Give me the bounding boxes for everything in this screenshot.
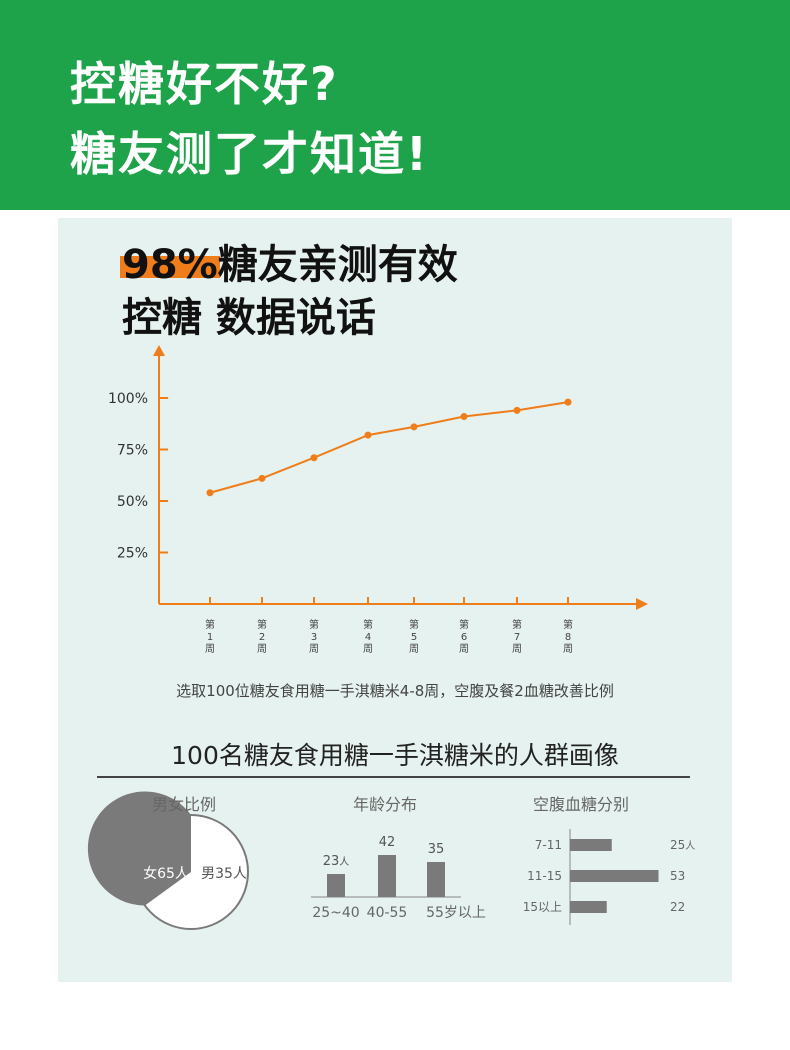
data-point — [258, 474, 266, 482]
page-title-line-2: 控糖 数据说话 — [122, 295, 376, 341]
data-point — [460, 413, 468, 421]
glucose-category-label: 7-11 — [535, 838, 562, 852]
glucose-bar — [570, 870, 659, 882]
y-axis-arrow — [153, 345, 165, 356]
section-title: 100名糖友食用糖一手淇糖米的人群画像 — [171, 741, 619, 770]
data-point — [206, 489, 214, 497]
age-bar-value: 23人 — [323, 854, 350, 869]
age-category-label: 25~40 — [312, 905, 359, 921]
glucose-bar-value: 22 — [670, 900, 685, 914]
data-point — [410, 423, 418, 431]
pie-label-male: 男35人 — [201, 866, 247, 882]
gender-chart-title: 男女比例 — [152, 795, 217, 814]
header-line-1: 控糖好不好? — [70, 57, 339, 111]
pie-label-female: 女65人 — [143, 865, 189, 882]
data-point — [513, 406, 521, 414]
age-bar — [327, 874, 345, 897]
glucose-bar — [570, 839, 612, 851]
glucose-bar-value: 53 — [670, 869, 685, 883]
age-chart-title: 年龄分布 — [353, 795, 418, 814]
pie-slice-female — [87, 791, 191, 906]
section-divider — [97, 776, 690, 778]
page-title-line-1: 98%糖友亲测有效 — [122, 242, 458, 288]
header-line-2: 糖友测了才知道! — [70, 127, 429, 181]
chart-note: 选取100位糖友食用糖一手淇糖米4-8周，空腹及餐2血糖改善比例 — [176, 682, 614, 700]
y-tick-label: 100% — [108, 391, 148, 407]
title-highlight-bar — [120, 256, 220, 278]
glucose-bar-value: 25人 — [670, 838, 695, 852]
glucose-chart-title: 空腹血糖分别 — [533, 795, 630, 814]
y-tick-label: 50% — [117, 494, 148, 510]
age-bar-value: 35 — [428, 842, 445, 857]
glucose-bar — [570, 901, 607, 913]
glucose-category-label: 11-15 — [527, 869, 562, 883]
header-banner: 控糖好不好? 糖友测了才知道! — [0, 0, 790, 210]
age-category-label: 40-55 — [367, 905, 408, 921]
data-point — [564, 398, 572, 406]
age-bar-value: 42 — [379, 835, 396, 850]
series-line — [209, 401, 569, 494]
age-bar — [378, 855, 396, 897]
y-tick-label: 25% — [117, 546, 148, 562]
age-bar — [427, 862, 445, 897]
y-tick-label: 75% — [117, 443, 148, 459]
data-point — [364, 431, 372, 439]
glucose-category-label: 15以上 — [523, 900, 562, 914]
data-point — [310, 454, 318, 462]
x-axis-arrow — [636, 598, 648, 610]
age-category-label: 55岁以上 — [426, 905, 486, 921]
